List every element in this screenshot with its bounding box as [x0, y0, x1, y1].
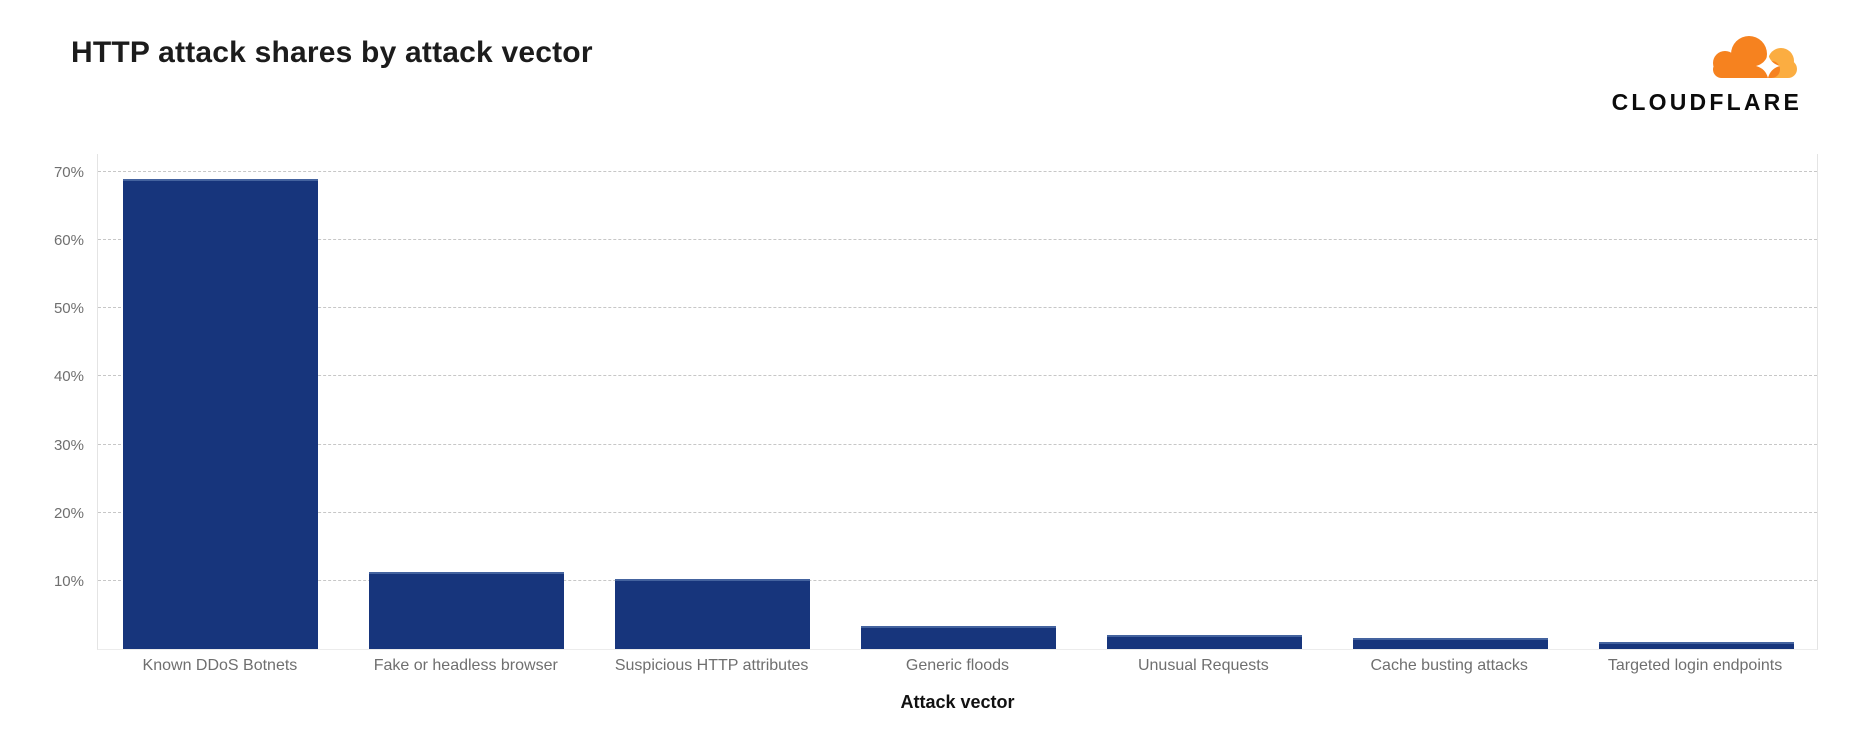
gridline-70: [98, 171, 1817, 173]
x-category-label-generic-floods: Generic floods: [905, 657, 1010, 674]
plot-area: [97, 154, 1818, 650]
gridline-10: [98, 579, 1817, 581]
y-tick-label-60: 60%: [53, 232, 84, 250]
y-tick-label-70: 70%: [53, 164, 84, 182]
bar-generic-floods: [861, 625, 1056, 649]
x-category-label-fake-or-headless-browser: Fake or headless browser: [373, 657, 558, 674]
x-category-label-targeted-login-endpoints: Targeted login endpoints: [1607, 657, 1783, 674]
y-tick-label-10: 10%: [53, 572, 84, 590]
gridline-50: [98, 307, 1817, 309]
cloudflare-cloud-icon: [1713, 36, 1797, 78]
x-category-label-known-ddos-botnets: Known DDoS Botnets: [142, 657, 298, 674]
x-category-label-cache-busting-attacks: Cache busting attacks: [1370, 657, 1528, 674]
gridline-60: [98, 239, 1817, 241]
gridline-40: [98, 375, 1817, 377]
cloudflare-wordmark: CLOUDFLARE: [1611, 89, 1802, 115]
cloudflare-logo: CLOUDFLARE: [1612, 32, 1802, 114]
chart-title: HTTP attack shares by attack vector: [71, 36, 593, 69]
x-category-label-unusual-requests: Unusual Requests: [1137, 657, 1269, 674]
x-category-label-suspicious-http-attributes: Suspicious HTTP attributes: [614, 657, 809, 674]
bar-fake-or-headless-browser: [369, 572, 565, 649]
y-tick-label-50: 50%: [53, 300, 84, 318]
bar-targeted-login-endpoints: [1598, 641, 1794, 649]
bar-suspicious-http-attributes: [615, 578, 811, 649]
y-tick-label-30: 30%: [53, 436, 84, 454]
y-tick-label-40: 40%: [53, 368, 84, 386]
x-axis-title: Attack vector: [900, 692, 1015, 712]
bar-cache-busting-attacks: [1352, 638, 1548, 649]
gridline-30: [98, 443, 1817, 445]
gridline-20: [98, 511, 1817, 513]
bar-unusual-requests: [1106, 634, 1302, 649]
y-tick-label-20: 20%: [53, 504, 84, 522]
bar-known-ddos-botnets: [123, 178, 319, 649]
